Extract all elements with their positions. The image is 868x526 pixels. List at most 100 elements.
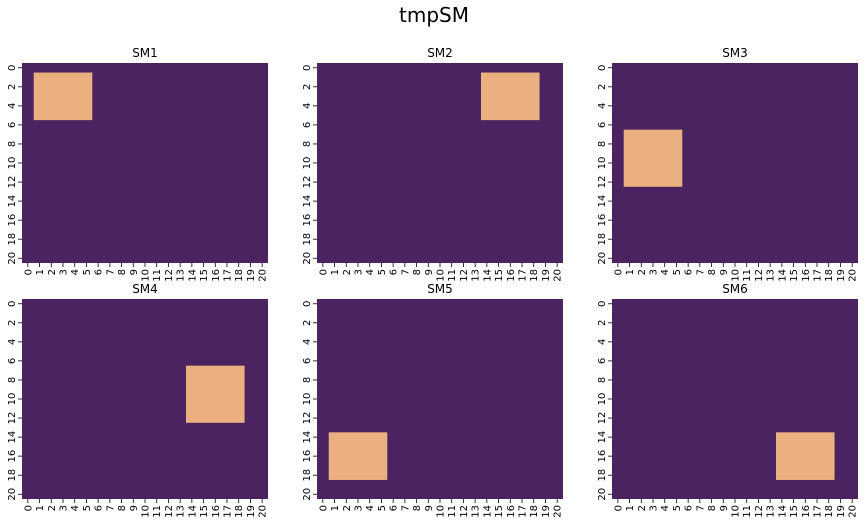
x-tick-label: 20	[848, 269, 859, 282]
x-tick-label: 13	[176, 269, 187, 282]
x-tick-label: 9	[719, 505, 730, 511]
x-tick-label: 15	[789, 269, 800, 282]
heatmap-active-block	[33, 72, 93, 121]
figure-title: tmpSM	[399, 3, 469, 27]
y-tick-label: 6	[302, 122, 313, 128]
x-tick-label: 6	[94, 505, 105, 511]
x-tick-label: 20	[848, 505, 859, 518]
x-tick-label: 10	[436, 505, 447, 518]
y-tick-label: 0	[7, 65, 18, 71]
x-tick-label: 14	[187, 505, 198, 518]
x-tick-label: 3	[649, 269, 660, 275]
panel-title: SM3	[722, 46, 748, 60]
x-tick-label: 19	[246, 269, 257, 282]
x-tick-label: 13	[176, 505, 187, 518]
x-tick-label: 9	[424, 505, 435, 511]
y-tick-label: 10	[7, 393, 18, 406]
x-tick-label: 14	[777, 269, 788, 282]
x-tick-label: 7	[695, 505, 706, 511]
x-tick-label: 18	[529, 505, 540, 518]
heatmap-active-block	[328, 432, 388, 480]
y-tick-label: 8	[7, 141, 18, 147]
x-tick-label: 9	[129, 505, 140, 511]
y-tick-label: 6	[597, 358, 608, 364]
y-tick-label: 2	[597, 84, 608, 90]
x-tick-label: 2	[637, 505, 648, 511]
y-tick-label: 12	[597, 412, 608, 425]
y-tick-label: 12	[7, 176, 18, 189]
x-tick-label: 0	[613, 505, 624, 511]
x-tick-label: 20	[553, 505, 564, 518]
x-tick-label: 18	[529, 269, 540, 282]
x-tick-label: 11	[742, 505, 753, 518]
x-tick-label: 1	[625, 269, 636, 275]
y-tick-label: 2	[302, 320, 313, 326]
x-tick-label: 7	[695, 269, 706, 275]
y-tick-label: 14	[597, 195, 608, 208]
y-tick-label: 8	[302, 377, 313, 383]
y-tick-label: 16	[597, 214, 608, 227]
y-tick-label: 18	[7, 233, 18, 246]
x-tick-label: 12	[459, 269, 470, 282]
x-tick-label: 0	[23, 505, 34, 511]
y-tick-label: 10	[597, 157, 608, 170]
x-tick-label: 7	[105, 269, 116, 275]
x-tick-label: 12	[164, 269, 175, 282]
x-tick-label: 2	[47, 505, 58, 511]
y-tick-label: 12	[302, 412, 313, 425]
y-tick-label: 12	[302, 176, 313, 189]
panel-title: SM1	[132, 46, 158, 60]
x-tick-label: 1	[35, 505, 46, 511]
x-tick-label: 0	[318, 269, 329, 275]
x-tick-label: 11	[152, 269, 163, 282]
y-tick-label: 14	[302, 431, 313, 444]
x-tick-label: 0	[318, 505, 329, 511]
x-tick-label: 5	[82, 269, 93, 275]
x-tick-label: 4	[365, 505, 376, 511]
x-tick-label: 13	[471, 505, 482, 518]
x-tick-label: 8	[412, 505, 423, 511]
x-tick-label: 1	[35, 269, 46, 275]
x-tick-label: 5	[82, 505, 93, 511]
x-tick-label: 15	[789, 505, 800, 518]
x-tick-label: 12	[754, 505, 765, 518]
x-tick-label: 4	[660, 505, 671, 511]
x-tick-label: 14	[482, 269, 493, 282]
x-tick-label: 10	[731, 505, 742, 518]
y-tick-label: 0	[597, 65, 608, 71]
x-tick-label: 9	[719, 269, 730, 275]
x-tick-label: 19	[836, 505, 847, 518]
y-tick-label: 10	[7, 157, 18, 170]
x-tick-label: 10	[436, 269, 447, 282]
y-tick-label: 12	[597, 176, 608, 189]
x-tick-label: 5	[377, 269, 388, 275]
x-tick-label: 10	[731, 269, 742, 282]
x-tick-label: 8	[412, 269, 423, 275]
x-tick-label: 6	[684, 269, 695, 275]
y-tick-label: 0	[302, 65, 313, 71]
x-tick-label: 15	[199, 505, 210, 518]
x-tick-label: 17	[223, 505, 234, 518]
x-tick-label: 4	[365, 269, 376, 275]
panel-title: SM4	[132, 282, 158, 296]
y-tick-label: 14	[7, 195, 18, 208]
x-tick-label: 17	[223, 269, 234, 282]
x-tick-label: 4	[70, 269, 81, 275]
x-tick-label: 6	[94, 269, 105, 275]
x-tick-label: 18	[824, 269, 835, 282]
x-tick-label: 10	[141, 505, 152, 518]
x-tick-label: 8	[117, 505, 128, 511]
x-tick-label: 19	[246, 505, 257, 518]
y-tick-label: 16	[597, 450, 608, 463]
y-tick-label: 14	[7, 431, 18, 444]
x-tick-label: 2	[342, 505, 353, 511]
heatmap-active-block	[776, 432, 835, 480]
y-tick-label: 0	[7, 301, 18, 307]
x-tick-label: 0	[23, 269, 34, 275]
y-tick-label: 14	[302, 195, 313, 208]
x-tick-label: 9	[424, 269, 435, 275]
